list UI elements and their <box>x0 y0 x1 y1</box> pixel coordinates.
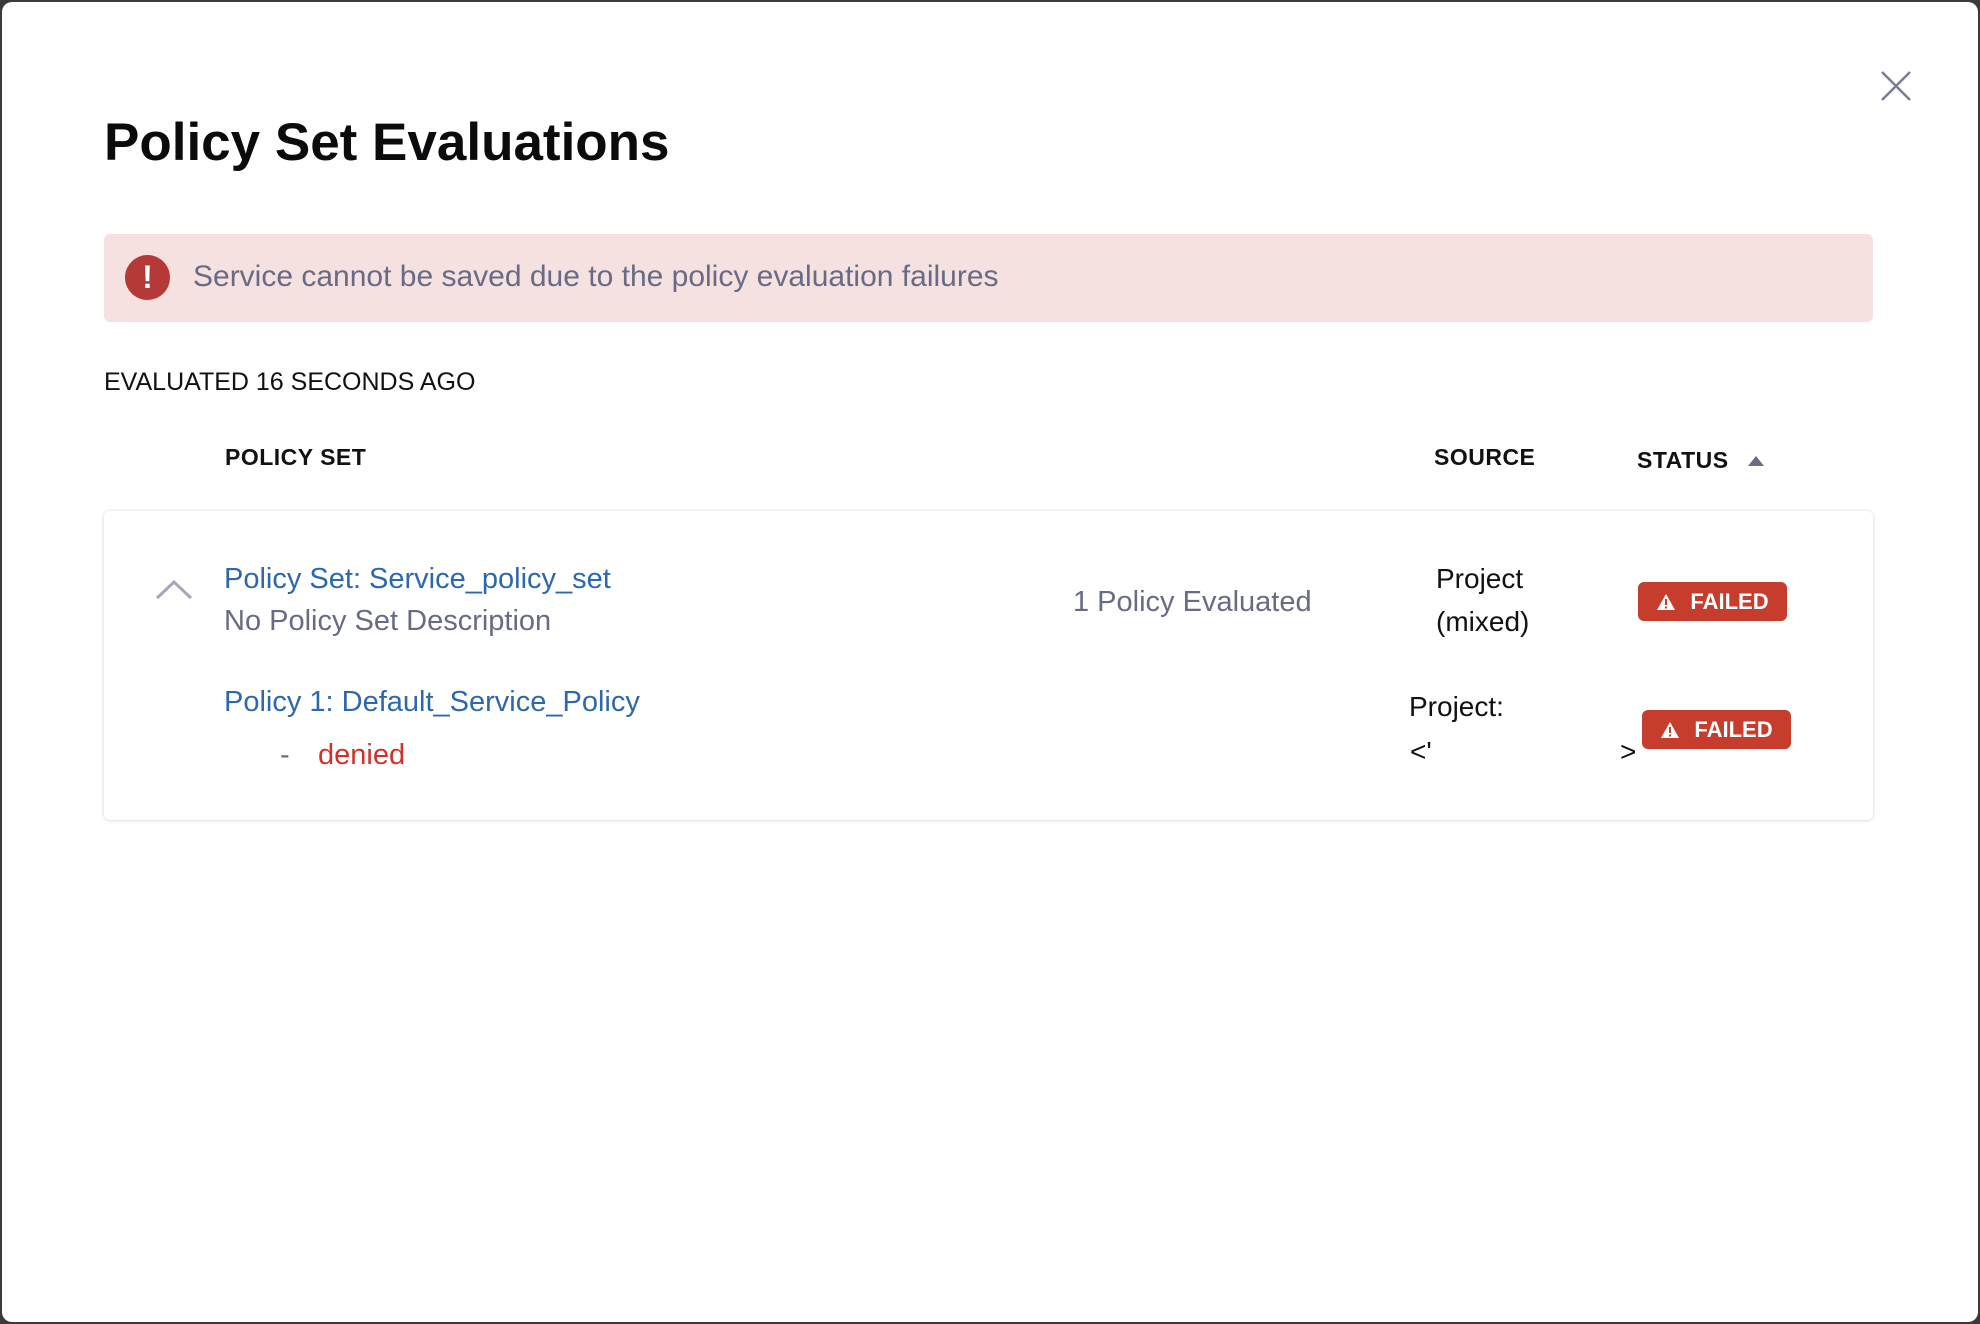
warning-icon <box>1661 721 1680 738</box>
close-icon[interactable] <box>1876 66 1916 106</box>
policy-source-open: <' <box>1410 736 1432 767</box>
policy-link[interactable]: Policy 1: Default_Service_Policy <box>224 686 640 718</box>
policies-evaluated-count: 1 Policy Evaluated <box>1073 586 1312 618</box>
policy-set-row: Policy Set: Service_policy_set No Policy… <box>104 511 1873 820</box>
error-banner: ! Service cannot be saved due to the pol… <box>104 234 1873 322</box>
status-header-label: STATUS <box>1637 447 1729 473</box>
status-badge: FAILED <box>1638 582 1787 621</box>
column-header-status[interactable]: STATUS <box>1637 447 1765 474</box>
error-exclamation-icon: ! <box>125 255 170 300</box>
policy-status-label: FAILED <box>1694 716 1773 742</box>
policy-set-description: No Policy Set Description <box>224 605 552 637</box>
source-line2: (mixed) <box>1436 606 1530 637</box>
error-message: Service cannot be saved due to the polic… <box>193 260 999 293</box>
column-header-policy-set[interactable]: POLICY SET <box>225 444 367 470</box>
policy-source-label: Project: <box>1409 691 1504 722</box>
status-label: FAILED <box>1690 588 1769 614</box>
evaluated-time: EVALUATED 16 SECONDS AGO <box>104 368 476 396</box>
sort-up-icon <box>1747 455 1764 466</box>
collapse-chevron-icon[interactable] <box>154 577 194 606</box>
policy-result: denied <box>318 739 406 771</box>
policy-status-badge: FAILED <box>1642 710 1791 749</box>
warning-icon <box>1657 593 1676 610</box>
column-header-source[interactable]: SOURCE <box>1434 444 1536 470</box>
dialog-title: Policy Set Evaluations <box>104 113 670 172</box>
policy-set-link[interactable]: Policy Set: Service_policy_set <box>224 563 611 595</box>
policy-bullet: - <box>280 739 290 771</box>
policy-source-close: > <box>1620 736 1637 767</box>
source-line1: Project <box>1436 563 1524 594</box>
